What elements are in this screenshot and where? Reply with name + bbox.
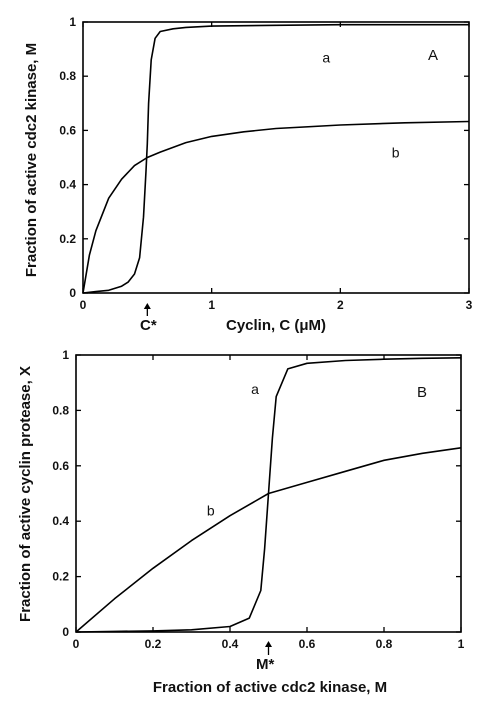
- panel-b-x-tick-label: 1: [458, 637, 465, 651]
- panel-a-x-axis-label: Cyclin, C (μM): [226, 317, 326, 334]
- panel-b-chart: 0 0.2 0.4 0.6 0.8 1 0 0.2 0.4 0.6 0.8 1 a b B Fractio…: [17, 348, 465, 696]
- panel-a-y-tick-label: 0: [69, 286, 76, 300]
- panel-a-plot-frame: [82, 21, 470, 294]
- panel-a-threshold-arrow-head: [143, 303, 151, 309]
- panel-a-x-tick-label: 0: [80, 298, 87, 312]
- panel-b-plot-frame: [75, 354, 462, 633]
- panel-b-letter: B: [417, 384, 427, 401]
- panel-b-x-tick-label: 0.8: [376, 637, 393, 651]
- panel-b-x-tick-label: 0: [73, 637, 80, 651]
- panel-b-marks: 0 0.2 0.4 0.6 0.8 1 0 0.2 0.4 0.6 0.8 1 a b: [52, 348, 465, 655]
- panel-b-y-tick-label: 0.6: [52, 459, 69, 473]
- panel-b-series-b-line: [75, 447, 462, 633]
- panel-a-series-a-label: a: [322, 50, 330, 66]
- panel-b-x-axis-label: Fraction of active cdc2 kinase, M: [153, 679, 387, 696]
- panel-b-y-tick-label: 0.8: [52, 403, 69, 417]
- panel-b-threshold-label: M*: [256, 656, 274, 673]
- panel-b-threshold-arrow-head: [265, 641, 272, 647]
- panel-a-y-tick-label: 0.6: [59, 123, 76, 137]
- panel-a-series-b-label: b: [392, 145, 400, 161]
- panel-a-letter: A: [428, 47, 438, 64]
- panel-b-series-a-line: [75, 357, 462, 633]
- panel-a-y-tick-label: 0.4: [59, 178, 76, 192]
- panel-b-y-tick-label: 1: [62, 348, 69, 362]
- panel-b-series-a-label: a: [251, 381, 259, 397]
- panel-b-x-tick-label: 0.4: [222, 637, 239, 651]
- panel-a-y-axis-label: Fraction of active cdc2 kinase, M: [23, 43, 40, 277]
- panel-b-y-tick-label: 0.2: [52, 570, 69, 584]
- panel-b-y-tick-label: 0: [62, 625, 69, 639]
- panel-a-series-b-line: [82, 120, 470, 294]
- panel-a-marks: 0 1 2 3 0 0.2 0.4 0.6 0.8 1 a b: [59, 15, 473, 316]
- panel-a-y-tick-label: 0.2: [59, 232, 76, 246]
- panel-a-x-tick-label: 1: [208, 298, 215, 312]
- panel-b-x-tick-label: 0.2: [145, 637, 162, 651]
- panel-a-y-tick-label: 1: [69, 15, 76, 29]
- panel-a-x-tick-label: 3: [466, 298, 473, 312]
- panel-a-threshold-label: C*: [140, 317, 157, 334]
- panel-a-chart: 0 1 2 3 0 0.2 0.4 0.6 0.8 1 a b A Cyclin, C (μM) Fr…: [23, 15, 473, 334]
- panel-a-x-tick-label: 2: [337, 298, 344, 312]
- panel-b-y-axis-label: Fraction of active cyclin protease, X: [17, 366, 34, 622]
- panel-b-y-tick-label: 0.4: [52, 514, 69, 528]
- panel-b-x-tick-label: 0.6: [299, 637, 316, 651]
- panel-b-series-b-label: b: [207, 503, 215, 519]
- panel-a-series-a-line: [82, 23, 469, 294]
- panel-a-y-tick-label: 0.8: [59, 69, 76, 83]
